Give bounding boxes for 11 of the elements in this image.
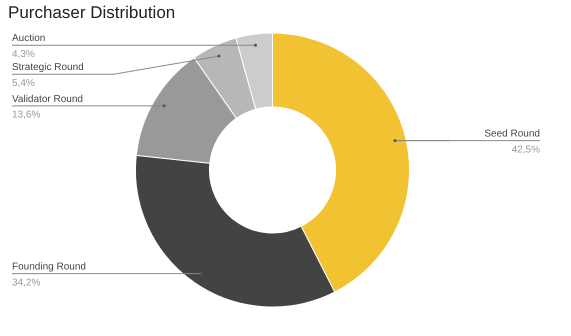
data-label: 42,5%	[512, 144, 540, 156]
data-label: 5,4%	[12, 78, 35, 89]
slice-label: Seed Round	[484, 128, 540, 140]
data-label: 4,3%	[12, 48, 35, 60]
data-label: 34,2%	[12, 277, 40, 288]
chart-title: Purchaser Distribution	[8, 3, 176, 23]
slice-label: Founding Round	[12, 262, 86, 273]
slice-label: Strategic Round	[12, 62, 84, 74]
data-label: 13,6%	[12, 110, 40, 121]
slice-label: Validator Round	[12, 94, 83, 105]
slice-label: Auction	[12, 33, 46, 44]
